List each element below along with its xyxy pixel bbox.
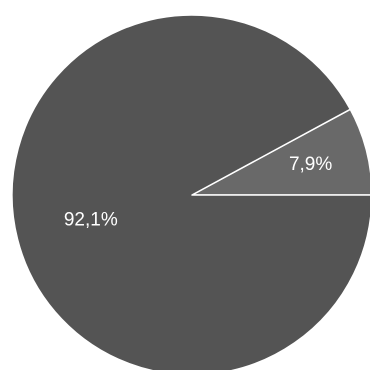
labels-layer: 7,9% 92,1% bbox=[64, 154, 332, 231]
slice-label: 92,1% bbox=[64, 210, 118, 231]
slice-label: 7,9% bbox=[289, 154, 332, 175]
slices-layer bbox=[11, 14, 370, 370]
pie-slice bbox=[11, 14, 370, 370]
